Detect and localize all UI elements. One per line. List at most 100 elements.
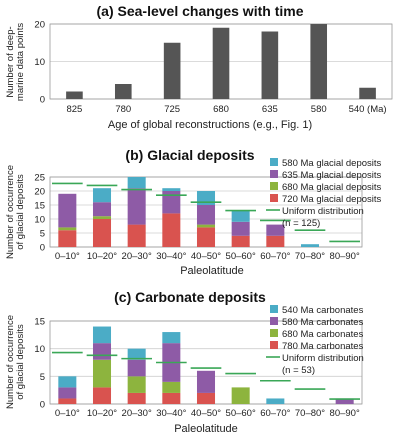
y-tick-label: 10 [34, 57, 45, 68]
bar-segment [58, 193, 77, 228]
legend-label: 780 Ma carbonates [282, 341, 364, 352]
legend-label: 680 Ma carbonates [282, 329, 364, 340]
y-axis-label: Number of occurrence [5, 315, 16, 409]
legend-label: 540 Ma carbonates [282, 305, 364, 316]
bar-segment [92, 359, 112, 388]
legend-label: 680 Ma glacial deposits [282, 182, 382, 193]
x-axis-label: Paleolatitude [180, 265, 244, 277]
chart-1: (b) Glacial deposits 0 5 10 15 20 25 0–10° 10–20… [5, 147, 382, 277]
x-tick-label: 825 [66, 104, 82, 115]
bar-segment [127, 188, 146, 225]
bar-segment [231, 387, 250, 404]
y-tick-label: 5 [40, 372, 45, 383]
legend-label: 580 Ma glacial deposits [282, 158, 382, 169]
y-tick-label: 15 [34, 201, 45, 212]
x-tick-label: 30–40° [156, 251, 186, 262]
bar-segment [266, 224, 285, 236]
y-axis-label: Number of occurrence [5, 165, 16, 259]
bar-segment [196, 224, 216, 228]
y-axis-label: of glacial deposits [15, 174, 26, 250]
chart-title: (b) Glacial deposits [125, 147, 254, 163]
y-tick-label: 0 [40, 243, 45, 254]
chart-0: (a) Sea-level changes with time 0 10 20 825 7… [5, 3, 393, 131]
y-tick-label: 5 [40, 229, 45, 240]
bar-segment [58, 387, 77, 399]
bar-segment [58, 230, 77, 247]
bar-segment [231, 210, 250, 222]
y-axis-label: of glacial deposits [15, 324, 26, 400]
x-tick-label: 0–10° [55, 408, 80, 419]
bar-segment [92, 188, 112, 203]
bar [163, 42, 181, 99]
bar-segment [58, 227, 77, 231]
bar-segment [127, 392, 146, 404]
x-tick-label: 40–50° [191, 251, 221, 262]
x-tick-label: 635 [262, 104, 278, 115]
bar-segment [162, 188, 181, 191]
bar-segment [162, 392, 181, 404]
bar-segment [127, 376, 146, 393]
chart-title: (a) Sea-level changes with time [97, 3, 304, 19]
legend-label: Uniform distribution [282, 353, 364, 364]
x-tick-label: 580 [311, 104, 327, 115]
y-tick-label: 10 [34, 344, 45, 355]
x-tick-label: 30–40° [156, 408, 186, 419]
bar-segment [196, 227, 216, 247]
x-axis-label: Paleolatitude [174, 423, 238, 435]
bar-segment [162, 191, 181, 214]
bar-segment [127, 177, 146, 189]
bar-segment [196, 392, 216, 404]
bar-segment [58, 398, 77, 404]
x-tick-label: 40–50° [191, 408, 221, 419]
bar-segment [231, 235, 250, 247]
y-tick-label: 20 [34, 187, 45, 198]
bar [66, 91, 83, 99]
y-axis-label: marine data points [15, 23, 26, 101]
bar-segment [127, 359, 146, 377]
bar-segment [231, 221, 250, 236]
y-tick-label: 20 [34, 20, 45, 31]
x-tick-label: 70–80° [295, 408, 325, 419]
x-tick-label: 60–70° [260, 251, 290, 262]
bar-segment [92, 387, 112, 404]
bar [212, 27, 230, 99]
y-tick-label: 15 [34, 317, 45, 328]
bar-segment [162, 381, 181, 393]
bar-segment [266, 235, 285, 247]
x-tick-label: 50–60° [226, 251, 256, 262]
legend-swatch [270, 182, 278, 190]
y-axis-label: Number of deep- [5, 26, 16, 97]
legend-swatch [270, 158, 278, 166]
bar-segment [127, 224, 146, 247]
y-tick-label: 25 [34, 173, 45, 184]
x-tick-label: 780 [115, 104, 131, 115]
legend-swatch [270, 194, 278, 202]
bar-segment [196, 205, 216, 225]
chart-title: (c) Carbonate deposits [114, 289, 266, 305]
bar [114, 84, 132, 99]
x-tick-label: 540 (Ma) [349, 104, 387, 115]
legend-swatch [270, 170, 278, 178]
x-tick-label: 725 [164, 104, 180, 115]
bar [359, 87, 376, 99]
legend-swatch [270, 317, 278, 325]
legend-label: 720 Ma glacial deposits [282, 194, 382, 205]
bar-segment [92, 326, 112, 344]
x-tick-label: 10–20° [87, 251, 117, 262]
x-tick-label: 70–80° [295, 251, 325, 262]
x-tick-label: 20–30° [122, 408, 152, 419]
bar-segment [162, 332, 181, 344]
legend-swatch [270, 305, 278, 313]
bar [310, 24, 328, 99]
legend-note: (n = 53) [282, 365, 315, 376]
bar-segment [335, 398, 354, 404]
x-tick-label: 0–10° [55, 251, 80, 262]
y-tick-label: 0 [40, 400, 45, 411]
legend-note: (n = 125) [282, 218, 320, 229]
chart-2: (c) Carbonate deposits 0 5 10 15 0–10° 10–20° 2… [5, 289, 364, 435]
x-tick-label: 10–20° [87, 408, 117, 419]
legend-swatch [270, 341, 278, 349]
